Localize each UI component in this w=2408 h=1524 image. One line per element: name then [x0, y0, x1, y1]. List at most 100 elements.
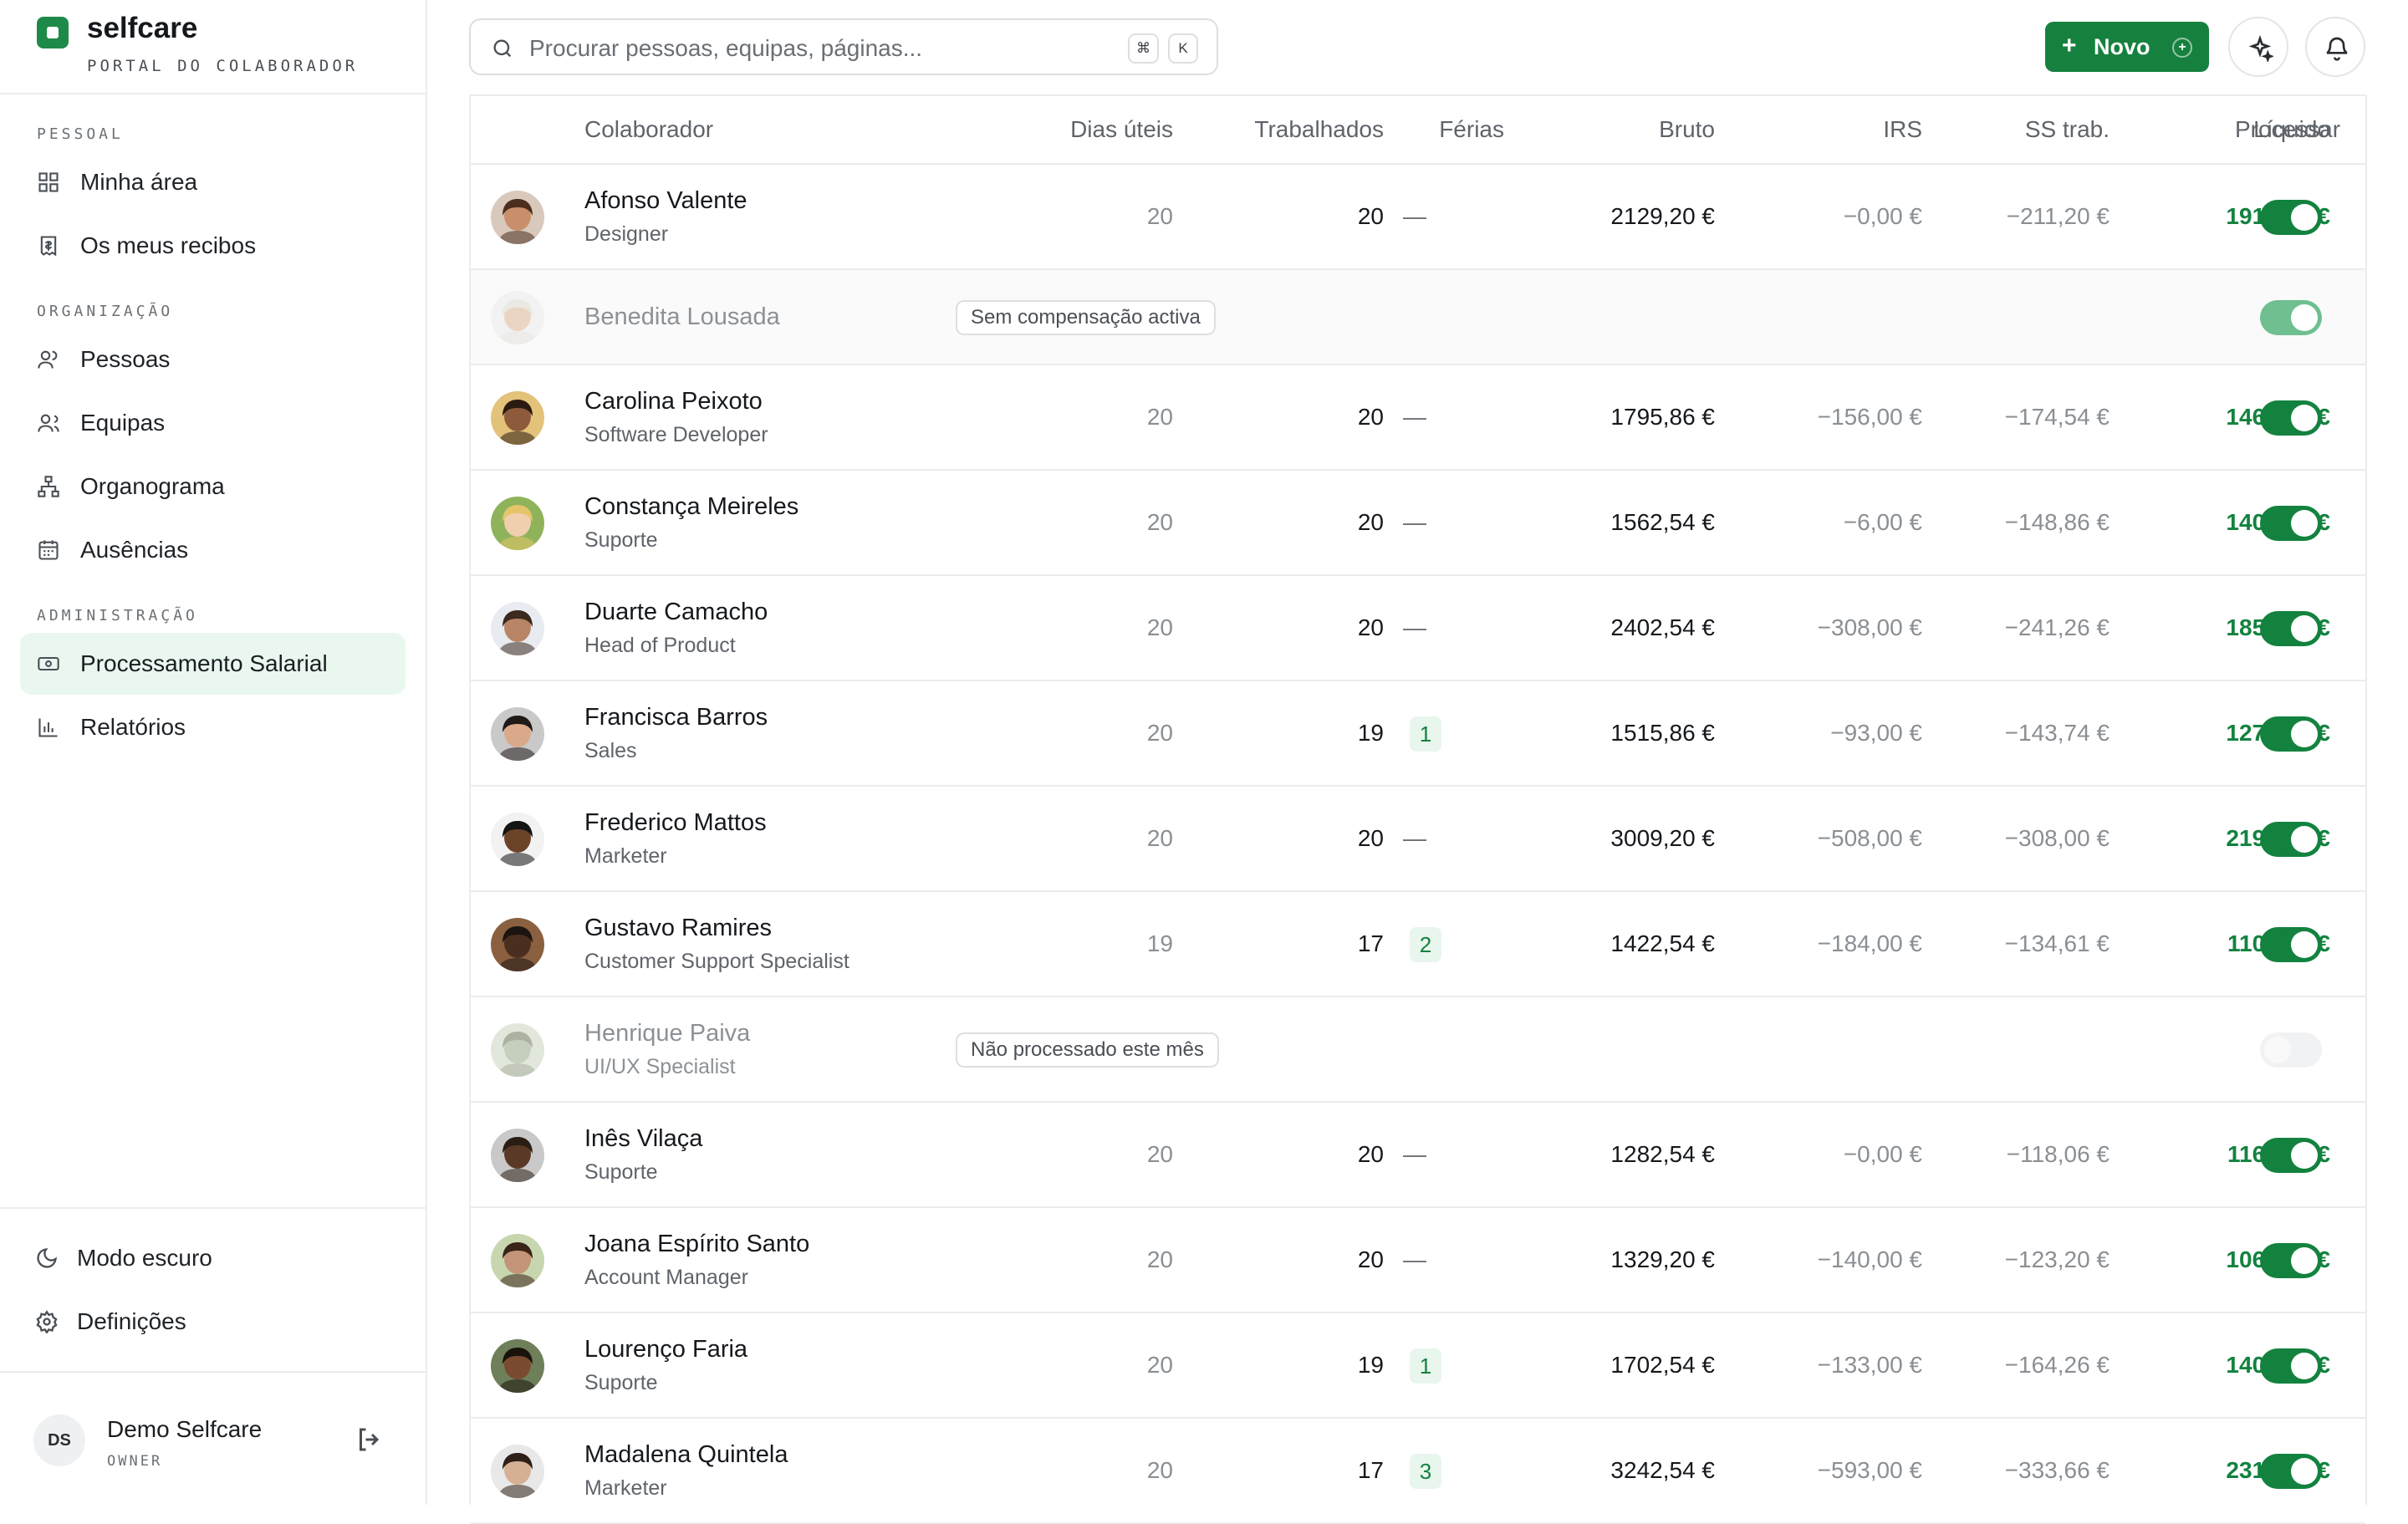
divider [0, 1207, 426, 1209]
col-ferias[interactable]: Férias [1439, 116, 1504, 142]
vacation-days-badge: 1 [1410, 716, 1441, 752]
process-toggle[interactable] [2260, 716, 2322, 752]
dark-mode-toggle[interactable]: Modo escuro [18, 1227, 406, 1289]
avatar [491, 191, 544, 244]
search-icon [493, 39, 512, 58]
table-row[interactable]: Joana Espírito Santo Account Manager 20 20 1… [471, 1208, 2365, 1313]
days-worked: 20 [1357, 1246, 1384, 1272]
gross-amount: 3009,20 € [1610, 825, 1715, 851]
process-toggle[interactable] [2260, 200, 2322, 235]
table-row[interactable]: Lourenço Faria Suporte 20 19 1702,54 € −133,0… [471, 1313, 2365, 1419]
employee-role: Marketer [584, 844, 667, 868]
settings-link[interactable]: Definições [18, 1291, 406, 1353]
irs-amount: −0,00 € [1843, 203, 1922, 229]
process-toggle[interactable] [2260, 1348, 2322, 1384]
process-toggle[interactable] [2260, 927, 2322, 962]
ss-amount: −333,66 € [2004, 1457, 2110, 1483]
sidebar-item-organograma[interactable]: Organograma [20, 456, 406, 517]
sidebar-item-relatorios[interactable]: Relatórios [20, 696, 406, 758]
ss-amount: −143,74 € [2004, 720, 2110, 746]
table-row[interactable]: Duarte Camacho Head of Product 20 20 2402,54… [471, 576, 2365, 681]
sidebar-item-pessoas[interactable]: Pessoas [20, 329, 406, 390]
vacation-days: — [1403, 614, 1426, 640]
process-toggle[interactable] [2260, 1454, 2322, 1489]
logout-icon[interactable] [355, 1425, 385, 1455]
process-toggle[interactable] [2260, 611, 2322, 646]
employee-name[interactable]: Duarte Camacho [584, 599, 768, 625]
days-worked: 20 [1357, 203, 1384, 229]
table-row[interactable]: Carolina Peixoto Software Developer 20 20 17… [471, 365, 2365, 471]
avatar [491, 813, 544, 866]
sparkle-icon [2248, 35, 2273, 62]
days-worked-available: 20 [1146, 509, 1173, 535]
employee-name[interactable]: Henrique Paiva [584, 1020, 751, 1047]
employee-name[interactable]: Joana Espírito Santo [584, 1231, 810, 1257]
days-worked-available: 20 [1146, 1141, 1173, 1167]
new-button[interactable]: + Novo + [2045, 22, 2209, 72]
gross-amount: 1282,54 € [1610, 1141, 1715, 1167]
table-row[interactable]: Inês Vilaça Suporte 20 20 1282,54 € −0,00 € −1… [471, 1103, 2365, 1208]
ss-amount: −123,20 € [2004, 1246, 2110, 1272]
employee-name[interactable]: Gustavo Ramires [584, 915, 773, 941]
table-row[interactable]: Frederico Mattos Marketer 20 20 3009,20 € −50… [471, 787, 2365, 892]
users-icon [38, 414, 59, 432]
employee-name[interactable]: Madalena Quintela [584, 1441, 788, 1468]
vacation-days: — [1403, 1141, 1426, 1167]
employee-role: UI/UX Specialist [584, 1055, 736, 1078]
col-trabalhados[interactable]: Trabalhados [1254, 116, 1384, 142]
col-ss-trab[interactable]: SS trab. [2024, 116, 2110, 142]
employee-name[interactable]: Francisca Barros [584, 704, 768, 731]
process-toggle[interactable] [2260, 400, 2322, 436]
table-row[interactable]: Benedita Lousada Sem compensação activa [471, 270, 2365, 365]
sidebar-item-processamento-salarial[interactable]: Processamento Salarial [20, 633, 406, 695]
table-row[interactable]: Madalena Quintela Marketer 20 17 3242,54 € −5… [471, 1419, 2365, 1524]
sidebar-item-ausencias[interactable]: Ausências [20, 519, 406, 581]
section-label: ORGANIZAÇÃO [37, 303, 174, 320]
table-header: Colaborador Dias úteis Trabalhados Féria… [471, 96, 2365, 165]
table-row[interactable]: Henrique Paiva UI/UX Specialist Não proces… [471, 997, 2365, 1103]
col-colaborador[interactable]: Colaborador [584, 116, 714, 142]
days-worked-available: 20 [1146, 1457, 1173, 1483]
col-processar[interactable]: Processar [2235, 116, 2341, 142]
days-worked-available: 20 [1146, 203, 1173, 229]
employee-name[interactable]: Afonso Valente [584, 187, 747, 214]
col-irs[interactable]: IRS [1883, 116, 1922, 142]
employee-name[interactable]: Frederico Mattos [584, 809, 767, 836]
search-input[interactable]: Procurar pessoas, equipas, páginas... ⌘ … [469, 18, 1218, 75]
days-worked: 20 [1357, 509, 1384, 535]
avatar [491, 707, 544, 761]
employee-name[interactable]: Carolina Peixoto [584, 388, 763, 415]
irs-amount: −133,00 € [1817, 1352, 1922, 1378]
irs-amount: −93,00 € [1830, 720, 1922, 746]
ai-assistant-button[interactable] [2228, 17, 2288, 77]
col-liquido[interactable]: Líquido [2253, 116, 2330, 142]
employee-name[interactable]: Lourenço Faria [584, 1336, 748, 1363]
col-dias-uteis[interactable]: Dias úteis [1070, 116, 1173, 142]
sidebar-item-os-meus-recibos[interactable]: Os meus recibos [20, 215, 406, 277]
table-row[interactable]: Constança Meireles Suporte 20 20 1562,54 € −6… [471, 471, 2365, 576]
notifications-button[interactable] [2305, 17, 2365, 77]
sidebar-item-equipas[interactable]: Equipas [20, 392, 406, 454]
process-toggle[interactable] [2260, 822, 2322, 857]
process-toggle[interactable] [2260, 1032, 2322, 1068]
table-row[interactable]: Gustavo Ramires Customer Support Speciali… [471, 892, 2365, 997]
process-toggle[interactable] [2260, 300, 2322, 335]
vacation-days-badge: 3 [1410, 1454, 1441, 1489]
col-bruto[interactable]: Bruto [1659, 116, 1715, 142]
process-toggle[interactable] [2260, 506, 2322, 541]
user-card[interactable]: DS Demo Selfcare OWNER [0, 1373, 426, 1505]
days-worked: 20 [1357, 1141, 1384, 1167]
gross-amount: 2129,20 € [1610, 203, 1715, 229]
sidebar-item-minha-area[interactable]: Minha área [20, 151, 406, 213]
ss-amount: −211,20 € [2006, 203, 2110, 229]
employee-name[interactable]: Benedita Lousada [584, 303, 780, 330]
process-toggle[interactable] [2260, 1138, 2322, 1173]
status-badge: Sem compensação activa [956, 300, 1216, 335]
gross-amount: 1702,54 € [1610, 1352, 1715, 1378]
employee-name[interactable]: Inês Vilaça [584, 1125, 703, 1152]
divider [0, 1371, 426, 1373]
table-row[interactable]: Afonso Valente Designer 20 20 2129,20 € −0,00… [471, 165, 2365, 270]
employee-name[interactable]: Constança Meireles [584, 493, 799, 520]
process-toggle[interactable] [2260, 1243, 2322, 1278]
table-row[interactable]: Francisca Barros Sales 20 19 1515,86 € −93,00… [471, 681, 2365, 787]
